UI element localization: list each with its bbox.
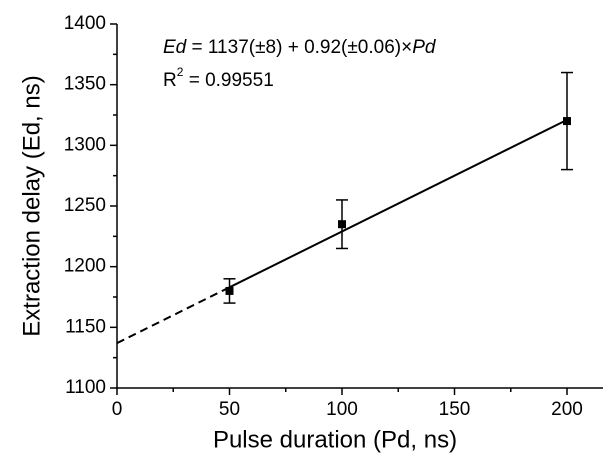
y-tick-label: 1300 — [64, 134, 106, 155]
r2-part: R — [163, 70, 177, 91]
y-tick-label: 1100 — [65, 377, 106, 398]
equation-part: Pd — [412, 37, 437, 58]
x-tick-label: 50 — [219, 399, 240, 420]
x-tick-label: 150 — [439, 399, 471, 420]
data-point — [563, 117, 571, 126]
y-tick-label: 1350 — [64, 74, 106, 95]
y-tick-label: 1250 — [64, 195, 106, 216]
equation-part: Ed — [163, 37, 188, 58]
fit-line — [116, 286, 230, 345]
r2-part: 2 — [177, 65, 184, 79]
data-point — [338, 220, 346, 229]
r2-part: = 0.99551 — [183, 70, 273, 91]
y-tick-label: 1150 — [65, 316, 106, 337]
y-axis-title: Extraction delay (Ed, ns) — [18, 75, 45, 336]
fit-line — [229, 118, 568, 289]
x-tick-label: 100 — [326, 399, 358, 420]
data-point — [225, 286, 234, 295]
x-tick-label: 0 — [112, 399, 123, 420]
r2-annotation: R2 = 0.99551 — [163, 65, 274, 91]
equation-annotation: Ed = 1137(±8) + 0.92(±0.06)×Pd — [163, 37, 437, 58]
x-axis-title: Pulse duration (Pd, ns) — [213, 426, 457, 453]
equation-part: = 1137(±8) + 0.92(±0.06)× — [186, 37, 412, 58]
y-tick-label: 1400 — [64, 13, 106, 34]
y-tick-label: 1200 — [64, 256, 106, 277]
x-tick-label: 200 — [551, 399, 583, 420]
